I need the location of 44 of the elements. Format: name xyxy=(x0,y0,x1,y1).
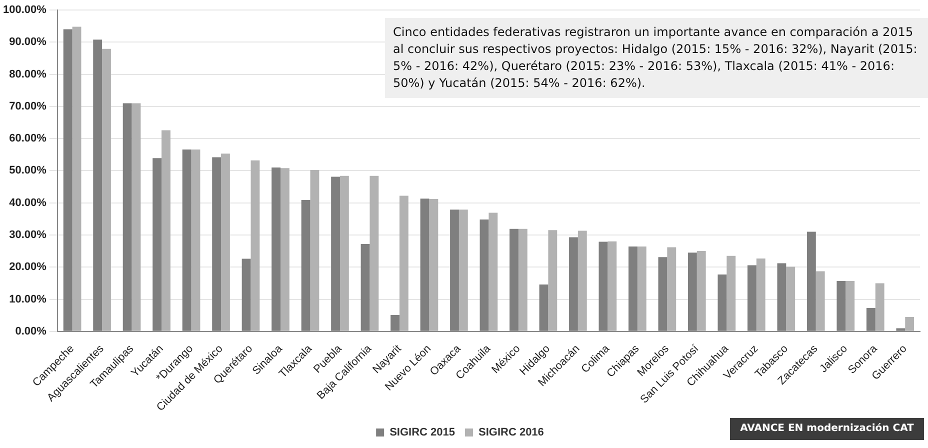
bar xyxy=(280,168,290,331)
bar xyxy=(458,210,468,331)
legend-label: SIGIRC 2016 xyxy=(478,426,544,439)
bar xyxy=(518,228,528,331)
legend-label: SIGIRC 2015 xyxy=(390,426,455,439)
bar xyxy=(340,176,349,331)
bar xyxy=(637,246,646,331)
y-tick-label: 10.00% xyxy=(9,293,47,306)
bar xyxy=(578,230,587,331)
text: AVANCE EN modernización CAT xyxy=(730,418,924,440)
bar xyxy=(488,212,498,331)
y-tick-label: 90.00% xyxy=(9,36,47,48)
y-tick-label: 80.00% xyxy=(9,68,47,80)
y-tick-label: 0.00% xyxy=(15,325,47,338)
bar xyxy=(816,271,825,331)
bar xyxy=(191,149,200,331)
y-tick-label: 30.00% xyxy=(9,229,47,242)
bar xyxy=(667,247,676,331)
bar xyxy=(905,316,914,331)
bar xyxy=(846,280,855,331)
bar xyxy=(429,198,438,331)
bar xyxy=(399,196,408,331)
bar xyxy=(132,103,141,331)
bar xyxy=(102,48,111,331)
bar xyxy=(162,130,170,331)
y-tick-label: 20.00% xyxy=(9,261,47,274)
y-tick-label: 100.00% xyxy=(2,4,47,16)
bar xyxy=(786,266,796,331)
bar xyxy=(726,256,736,331)
bar xyxy=(608,241,617,331)
bar xyxy=(756,258,766,331)
bar xyxy=(875,283,884,331)
bar xyxy=(221,154,230,331)
y-tick-label: 50.00% xyxy=(9,164,47,177)
y-tick-label: 40.00% xyxy=(9,196,47,209)
y-tick-label: 70.00% xyxy=(9,100,47,112)
annotation: Cinco entidades federativas registraron un importante avance en comparación a 2015 al concluir sus respectivos proyectos: Hidalgo (2015: 15% - 2016: 32%), Nayarit (2015: 5% - 2016: 42%), Querétaro (2015: 23% - 2016: 53%), Tlaxcala (2015: 41% - 2016: 50%) y Yucatán (2015: 54% - 2016: 62%). xyxy=(385,18,928,98)
bar xyxy=(370,176,379,331)
bar xyxy=(310,170,320,331)
y-tick-label: 60.00% xyxy=(9,132,47,145)
bar xyxy=(72,26,82,331)
bar xyxy=(250,160,260,331)
bar xyxy=(696,251,706,331)
bar xyxy=(548,230,558,331)
